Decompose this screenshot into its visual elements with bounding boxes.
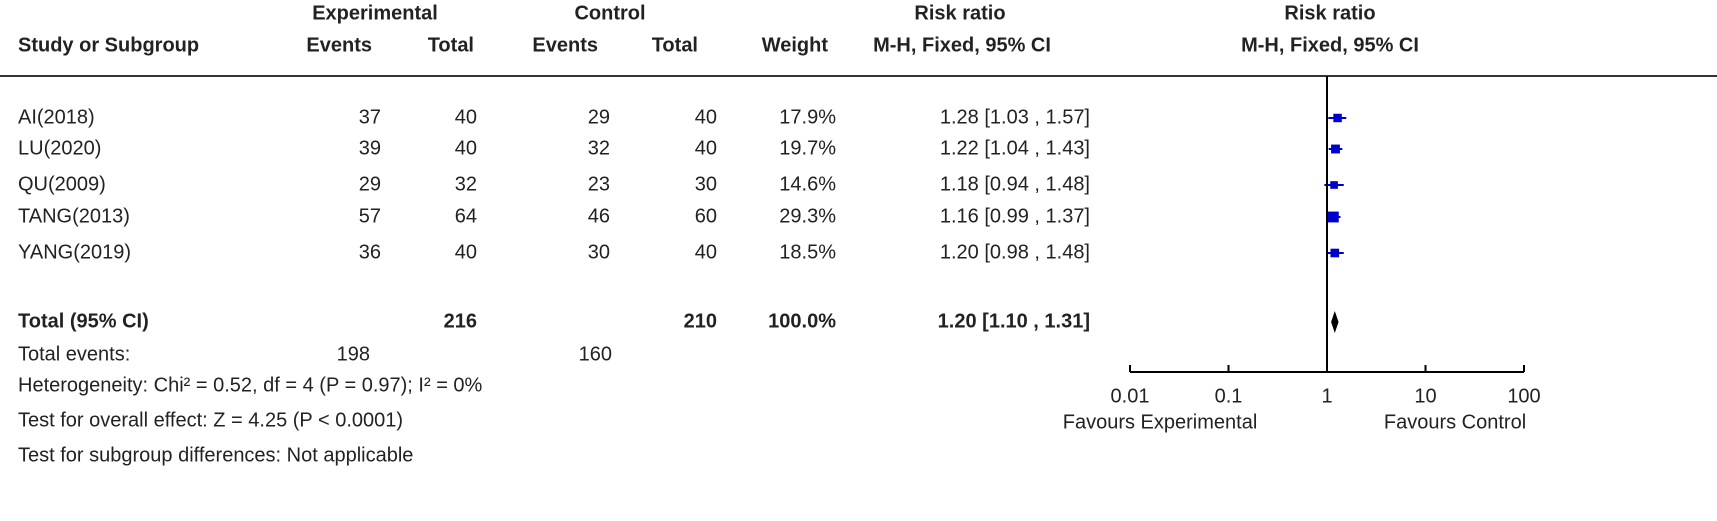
cell: 17.9% <box>779 106 836 128</box>
x-tick-label: 10 <box>1414 385 1436 407</box>
column-header: M-H, Fixed, 95% CI <box>873 34 1051 56</box>
x-tick-label: 0.1 <box>1215 385 1243 407</box>
group-header: Risk ratio <box>914 2 1005 24</box>
cell: 23 <box>588 173 610 195</box>
cell: 19.7% <box>779 137 836 159</box>
cell: 40 <box>695 137 717 159</box>
cell: 30 <box>695 173 717 195</box>
study-square <box>1330 248 1340 258</box>
column-header: Weight <box>762 34 829 56</box>
study-name: YANG(2019) <box>18 241 131 263</box>
cell: 1.20 [1.10 , 1.31] <box>938 310 1090 332</box>
cell: 29 <box>588 106 610 128</box>
study-square <box>1331 144 1340 154</box>
axis-label: Favours Experimental <box>1063 411 1258 433</box>
cell: 18.5% <box>779 241 836 263</box>
study-name: TANG(2013) <box>18 205 130 227</box>
cell: 32 <box>588 137 610 159</box>
study-square <box>1327 211 1339 223</box>
x-tick-label: 100 <box>1507 385 1540 407</box>
study-name: LU(2020) <box>18 137 101 159</box>
cell: 36 <box>359 241 381 263</box>
cell: 198 <box>337 343 370 365</box>
total-events-label: Total events: <box>18 343 130 365</box>
cell: 30 <box>588 241 610 263</box>
group-header: Experimental <box>312 2 438 24</box>
cell: 160 <box>579 343 612 365</box>
column-header: Study or Subgroup <box>18 34 199 56</box>
cell: 1.28 [1.03 , 1.57] <box>940 106 1090 128</box>
cell: 100.0% <box>768 310 836 332</box>
total-diamond <box>1331 311 1339 333</box>
cell: 64 <box>455 205 477 227</box>
column-header: Total <box>428 34 474 56</box>
cell: 1.20 [0.98 , 1.48] <box>940 241 1090 263</box>
study-name: QU(2009) <box>18 173 106 195</box>
note: Heterogeneity: Chi² = 0.52, df = 4 (P = … <box>18 374 483 396</box>
x-tick-label: 1 <box>1321 385 1332 407</box>
cell: 14.6% <box>779 173 836 195</box>
group-header: Risk ratio <box>1284 2 1375 24</box>
cell: 60 <box>695 205 717 227</box>
group-header: Control <box>574 2 645 24</box>
study-square <box>1333 113 1342 123</box>
cell: 210 <box>684 310 717 332</box>
cell: 57 <box>359 205 381 227</box>
cell: 40 <box>455 137 477 159</box>
column-header: Events <box>532 34 598 56</box>
study-name: AI(2018) <box>18 106 95 128</box>
cell: 1.16 [0.99 , 1.37] <box>940 205 1090 227</box>
cell: 40 <box>455 106 477 128</box>
note: Test for subgroup differences: Not appli… <box>18 444 413 466</box>
cell: 40 <box>695 241 717 263</box>
cell: 32 <box>455 173 477 195</box>
cell: 29 <box>359 173 381 195</box>
column-header: Events <box>306 34 372 56</box>
cell: 1.22 [1.04 , 1.43] <box>940 137 1090 159</box>
cell: 37 <box>359 106 381 128</box>
x-tick-label: 0.01 <box>1111 385 1150 407</box>
column-header: M-H, Fixed, 95% CI <box>1241 34 1419 56</box>
cell: 46 <box>588 205 610 227</box>
cell: 29.3% <box>779 205 836 227</box>
cell: 216 <box>444 310 477 332</box>
cell: 40 <box>455 241 477 263</box>
total-name: Total (95% CI) <box>18 310 149 332</box>
column-header: Total <box>652 34 698 56</box>
note: Test for overall effect: Z = 4.25 (P < 0… <box>18 409 403 431</box>
study-square <box>1330 181 1338 189</box>
cell: 40 <box>695 106 717 128</box>
axis-label: Favours Control <box>1384 411 1526 433</box>
cell: 39 <box>359 137 381 159</box>
cell: 1.18 [0.94 , 1.48] <box>940 173 1090 195</box>
